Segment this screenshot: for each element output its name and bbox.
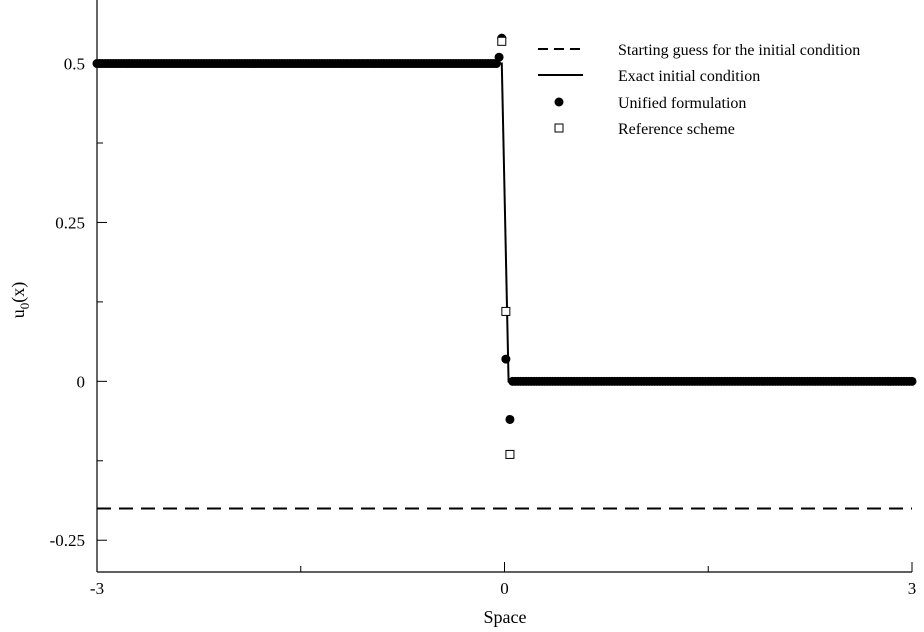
y-axis-title: u0(x) [8,282,32,319]
legend-label-unified: Unified formulation [618,95,746,112]
series-line-exact [97,62,912,383]
legend-label-reference: Reference scheme [618,121,735,138]
axes [96,0,912,573]
unified-point [505,414,515,424]
unified-point [494,52,504,62]
legend-swatch-open-square [554,123,564,133]
series-layer [92,33,917,510]
legend-swatch-filled-circle [554,97,564,107]
reference-point [505,449,515,459]
unified-point [907,376,917,386]
legend-label-starting-guess: Starting guess for the initial condition [618,42,860,59]
unified-point [501,354,511,364]
legend-label-exact: Exact initial condition [618,68,760,85]
y-tick-label: 0.25 [55,213,85,232]
x-tick-label: 3 [908,579,917,598]
x-tick-label: -3 [90,579,104,598]
reference-point [497,36,507,46]
y-tick-label: -0.25 [50,531,85,550]
y-tick-label: 0.5 [64,55,85,74]
x-axis-title: Space [484,607,527,627]
ticks: -3 0 3 -0.25 0 0.25 0.5 [50,55,917,598]
x-tick-label: 0 [500,579,509,598]
reference-point [501,306,511,316]
y-tick-label: 0 [77,372,86,391]
legend: Starting guess for the initial condition… [538,42,860,138]
y-axis-title-subscript: 0 [17,303,32,310]
